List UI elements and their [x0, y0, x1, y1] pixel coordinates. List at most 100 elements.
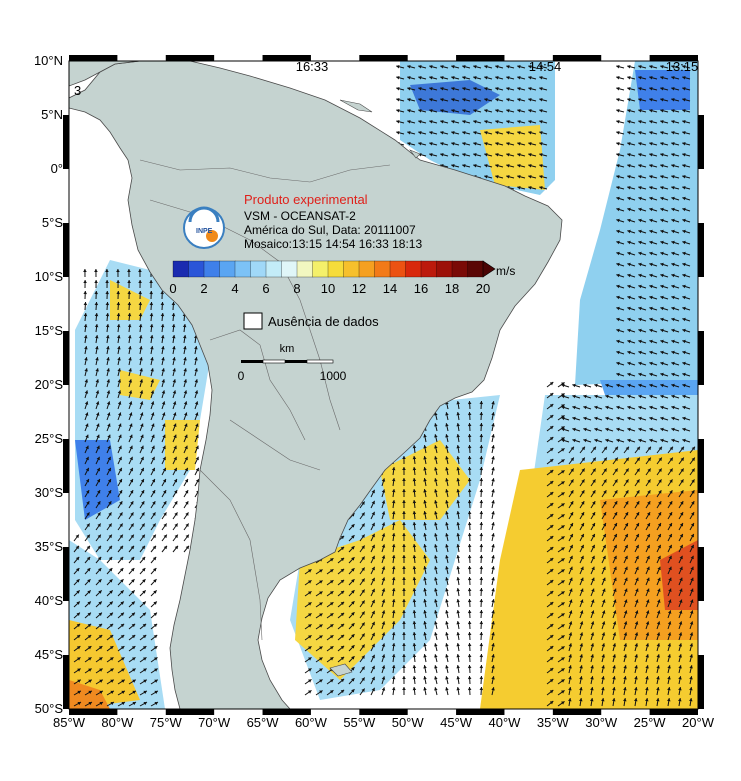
wind-arrow	[359, 688, 366, 696]
wind-arrow	[612, 632, 617, 641]
wind-arrow	[117, 346, 121, 355]
wind-arrow	[348, 633, 355, 641]
wind-arrow	[506, 120, 515, 124]
wind-arrow	[689, 511, 695, 520]
wind-arrow	[616, 372, 625, 377]
wind-arrow	[451, 65, 460, 69]
wind-arrow	[149, 279, 153, 289]
wind-arrow	[557, 448, 565, 454]
wind-arrow	[412, 631, 417, 641]
wind-arrow	[117, 412, 122, 421]
wind-arrow	[638, 306, 647, 311]
wind-arrow	[304, 667, 312, 674]
wind-arrow	[445, 566, 449, 575]
wind-arrow	[539, 175, 548, 179]
wind-arrow	[678, 479, 684, 487]
wind-arrow	[348, 545, 355, 553]
wind-arrow	[616, 339, 625, 344]
wind-arrow	[590, 577, 595, 586]
wind-arrow	[671, 273, 680, 278]
wind-arrow	[682, 328, 691, 333]
wind-arrow	[160, 324, 165, 333]
wind-arrow	[660, 218, 669, 223]
wind-arrow	[557, 470, 565, 476]
frame-bar	[698, 331, 704, 385]
wind-arrow	[473, 109, 482, 113]
wind-arrow	[638, 416, 647, 421]
wind-arrow	[612, 500, 618, 509]
wind-arrow	[106, 467, 112, 476]
wind-arrow	[139, 668, 147, 674]
wind-arrow	[689, 610, 694, 619]
colorbar-segment	[420, 260, 438, 278]
wind-arrow	[423, 621, 427, 630]
wind-arrow	[172, 357, 176, 366]
wind-arrow	[656, 610, 661, 619]
wind-arrow	[671, 251, 680, 256]
wind-arrow	[139, 401, 144, 410]
wind-arrow	[689, 599, 694, 608]
wind-arrow	[84, 456, 89, 465]
wind-arrow	[689, 621, 694, 630]
wind-arrow	[105, 268, 109, 278]
wind-arrow	[150, 346, 154, 355]
wind-arrow	[150, 523, 157, 531]
wind-arrow	[568, 522, 574, 531]
wind-arrow	[583, 438, 592, 443]
wind-arrow	[495, 98, 504, 102]
wind-arrow	[649, 98, 658, 102]
wind-arrow	[95, 701, 104, 707]
wind-arrow	[612, 577, 617, 586]
wind-arrow	[467, 411, 472, 421]
wind-arrow	[638, 153, 647, 157]
frame-bar	[456, 709, 505, 715]
wind-arrow	[634, 490, 640, 498]
wind-arrow	[671, 186, 680, 190]
wind-arrow	[601, 665, 605, 674]
wind-arrow	[440, 109, 449, 113]
colorbar-segment	[172, 260, 190, 278]
wind-arrow	[638, 383, 647, 388]
wind-arrow	[627, 76, 636, 80]
wind-arrow	[634, 599, 639, 608]
wind-arrow	[370, 599, 376, 608]
lon-tick-label: 70°W	[198, 715, 231, 730]
wind-arrow	[506, 131, 515, 135]
wind-arrow	[627, 306, 636, 311]
wind-arrow	[381, 522, 386, 531]
wind-arrow	[127, 290, 132, 300]
wind-arrow	[161, 379, 166, 388]
wind-arrow	[678, 555, 683, 564]
wind-arrow	[660, 76, 669, 80]
wind-arrow	[183, 346, 187, 355]
wind-arrow	[407, 120, 416, 124]
wind-arrow	[423, 665, 427, 674]
wind-arrow	[396, 120, 405, 124]
wind-arrow	[423, 555, 427, 564]
wind-arrow	[590, 643, 595, 652]
colorbar-segment	[451, 260, 469, 278]
wind-arrow	[623, 511, 629, 520]
lat-tick-label: 40°S	[35, 593, 64, 608]
wind-arrow	[150, 589, 158, 597]
wind-arrow	[359, 545, 366, 553]
wind-arrow	[627, 438, 636, 443]
wind-arrow	[381, 511, 386, 520]
wind-arrow	[434, 489, 438, 498]
wind-arrow	[583, 394, 592, 399]
wind-arrow	[95, 390, 100, 399]
wind-arrow	[568, 577, 573, 586]
wind-arrow	[623, 588, 628, 597]
wind-arrow	[462, 153, 471, 157]
wind-arrow	[590, 555, 595, 564]
wind-arrow	[128, 478, 134, 487]
wind-arrow	[451, 142, 460, 146]
colorbar-segment	[265, 260, 283, 278]
wind-arrow	[671, 142, 680, 146]
wind-arrow	[128, 357, 132, 366]
caribbean-islands	[339, 99, 421, 159]
wind-arrow	[678, 533, 684, 542]
wind-arrow	[671, 394, 680, 399]
wind-arrow	[326, 568, 334, 575]
wind-arrow	[73, 645, 81, 652]
